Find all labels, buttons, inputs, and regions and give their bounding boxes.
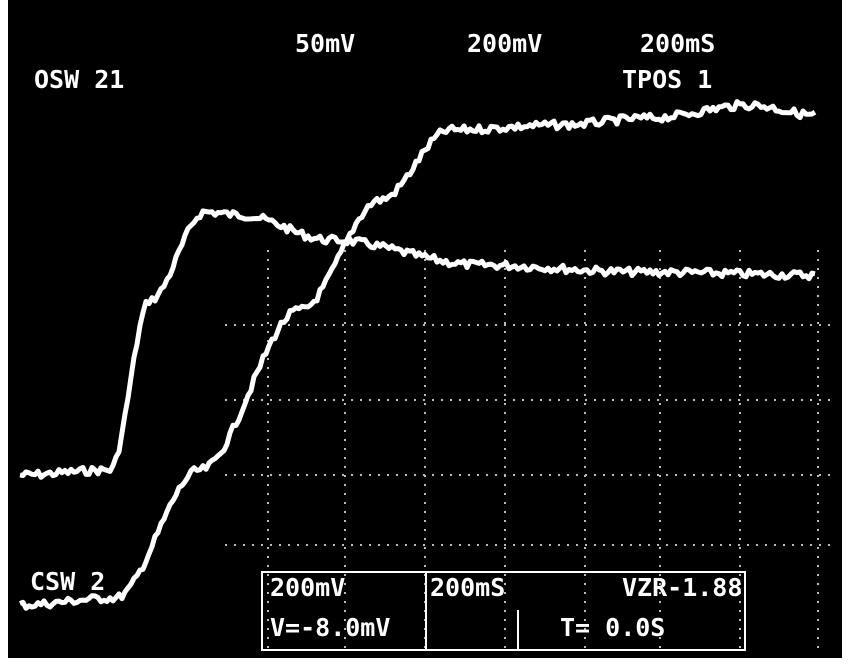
ch2-scale: 200mV — [467, 29, 542, 58]
label: CSW 2 — [30, 567, 105, 596]
readout-text: 200mV — [270, 573, 345, 602]
readout-text: V=-8.0mV — [270, 613, 390, 642]
graticule — [225, 250, 830, 650]
label: TPOS 1 — [622, 65, 712, 94]
readout-text: T= 0.0S — [560, 613, 665, 642]
trace-1 — [19, 208, 816, 480]
label: OSW 21 — [34, 65, 124, 94]
ch1-scale: 50mV — [295, 29, 355, 58]
readout-frame — [261, 571, 746, 651]
readout-text: 200mS — [430, 573, 505, 602]
readout-text: VZR-1.88 — [622, 573, 742, 602]
screen-bg — [8, 0, 842, 658]
trace-2 — [19, 99, 817, 611]
time-scale: 200mS — [640, 29, 715, 58]
readout-box — [261, 571, 746, 651]
